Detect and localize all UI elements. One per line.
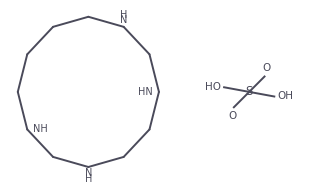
Text: HO: HO [205,82,221,92]
Text: HN: HN [138,87,153,97]
Text: S: S [246,85,253,98]
Text: O: O [228,111,236,121]
Text: OH: OH [278,91,294,102]
Text: N: N [120,15,127,25]
Text: N: N [85,168,92,178]
Text: H: H [85,174,92,184]
Text: O: O [262,63,270,73]
Text: H: H [120,10,127,20]
Text: NH: NH [33,124,48,134]
